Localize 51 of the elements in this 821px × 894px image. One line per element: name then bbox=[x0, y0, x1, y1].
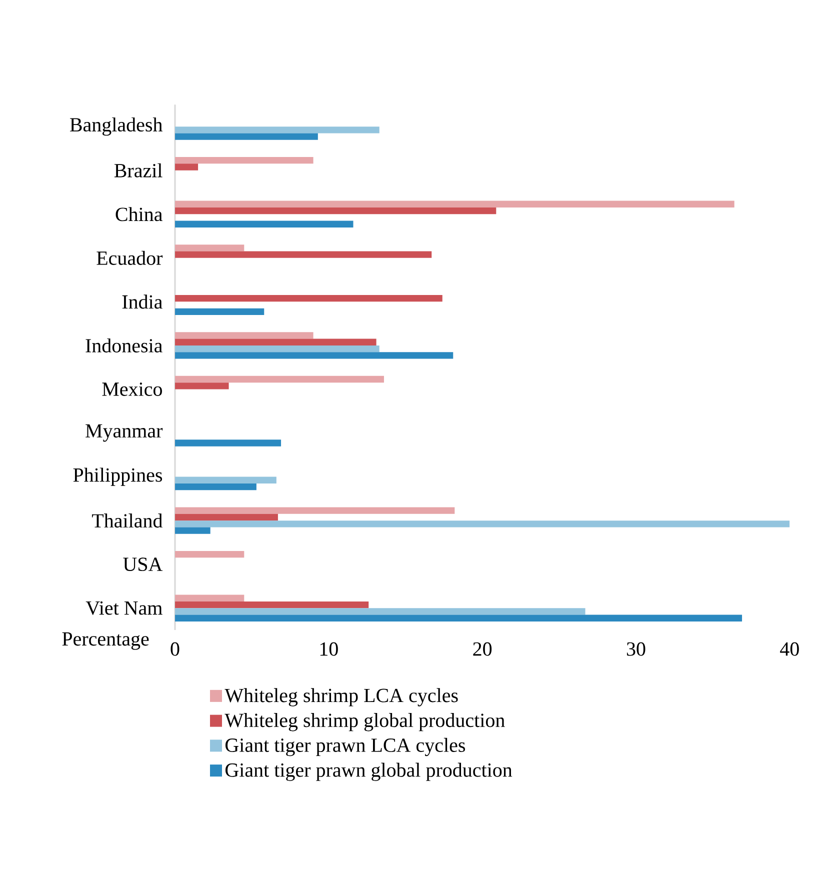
y-tick-label: Brazil bbox=[114, 163, 162, 178]
bar bbox=[175, 133, 318, 140]
bar bbox=[175, 376, 384, 383]
bar bbox=[175, 551, 244, 558]
y-tick-label: Thailand bbox=[92, 514, 162, 528]
y-tick-label: USA bbox=[123, 558, 163, 572]
bar bbox=[175, 594, 244, 602]
y-tick-label: India bbox=[122, 294, 162, 309]
bar bbox=[175, 157, 314, 164]
y-tick-label: Mexico bbox=[102, 382, 162, 396]
y-tick-label: Myanmar bbox=[86, 424, 163, 442]
bar bbox=[175, 483, 256, 490]
bar bbox=[175, 345, 380, 352]
bar bbox=[175, 614, 742, 622]
y-tick-label: Viet Nam bbox=[86, 601, 162, 615]
bar bbox=[175, 220, 354, 228]
x-tick-label: 0 bbox=[170, 642, 180, 656]
x-axis-title: Percentage bbox=[62, 632, 149, 650]
bar bbox=[175, 527, 210, 534]
bar bbox=[175, 440, 282, 446]
bar bbox=[175, 295, 442, 302]
x-tick-label: 30 bbox=[626, 642, 646, 656]
y-tick-label: China bbox=[116, 207, 162, 222]
y-tick-label: Indonesia bbox=[86, 338, 162, 352]
y-tick-label: Ecuador bbox=[96, 250, 163, 265]
y-tick-label: Philippines bbox=[73, 468, 162, 486]
bar bbox=[175, 244, 244, 252]
bar bbox=[175, 514, 278, 521]
bar bbox=[175, 476, 276, 484]
legend-label: Whiteleg shrimp LCA cycles bbox=[224, 688, 458, 706]
bar bbox=[175, 338, 376, 346]
bar bbox=[175, 601, 369, 608]
bar bbox=[175, 164, 198, 170]
bar bbox=[175, 308, 264, 316]
x-tick-label: 10 bbox=[320, 642, 338, 656]
legend-label: Giant tiger prawn LCA cycles bbox=[225, 738, 465, 756]
bar bbox=[175, 207, 496, 214]
bar bbox=[175, 507, 455, 514]
bar bbox=[175, 352, 454, 359]
x-tick-label: 40 bbox=[780, 642, 799, 656]
bar bbox=[175, 382, 229, 390]
bar bbox=[175, 251, 432, 258]
bar bbox=[175, 608, 586, 615]
bar bbox=[175, 520, 790, 528]
bar bbox=[175, 332, 314, 339]
bar bbox=[175, 126, 380, 134]
bar bbox=[175, 200, 734, 208]
y-tick-label: Bangladesh bbox=[70, 117, 162, 136]
legend-label: Whiteleg shrimp global production bbox=[224, 713, 505, 732]
x-tick-label: 20 bbox=[473, 642, 492, 656]
legend-label: Giant tiger prawn global production bbox=[225, 762, 512, 781]
